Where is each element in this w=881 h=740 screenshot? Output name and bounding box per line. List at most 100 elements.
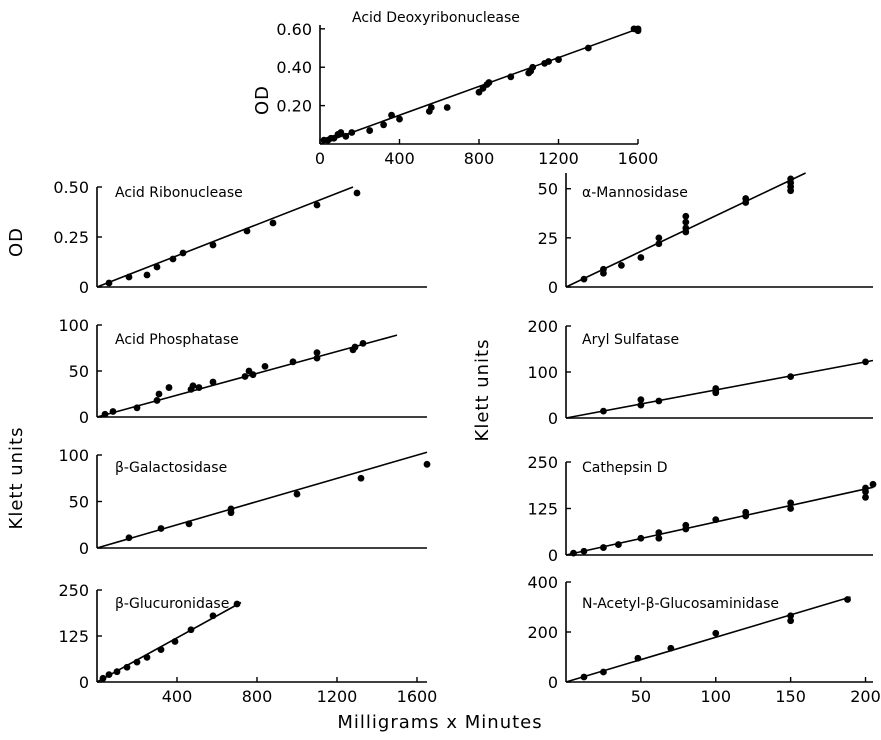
beta-galactosidase-y-tick-label: 100 bbox=[58, 446, 89, 465]
acid-deoxyribonuclease-data-point bbox=[485, 79, 493, 86]
beta-glucuronidase-x-tick-label: 800 bbox=[242, 687, 273, 706]
x-axis-label: Milligrams x Minutes bbox=[337, 712, 542, 733]
acid-phosphatase-y-tick-label: 0 bbox=[79, 408, 89, 427]
cathepsin-d-data-point bbox=[869, 480, 877, 488]
beta-glucuronidase-data-point bbox=[209, 612, 217, 620]
n-acetyl-beta-glucosaminidase-y-tick-label: 0 bbox=[548, 673, 558, 692]
acid-phosphatase-data-point bbox=[133, 404, 141, 412]
acid-phosphatase-data-point bbox=[313, 349, 321, 356]
acid-phosphatase-panel: 0 50 100 Acid Phosphatase bbox=[58, 316, 427, 427]
alpha-mannosidase-data-point bbox=[618, 261, 625, 269]
acid-phosphatase-data-point bbox=[241, 373, 249, 380]
acid-deoxyribonuclease-x-tick-label: 400 bbox=[384, 149, 415, 168]
acid-deoxyribonuclease-data-point bbox=[366, 127, 374, 134]
alpha-mannosidase-data-point bbox=[637, 254, 645, 261]
acid-phosphatase-y-tick-label: 50 bbox=[69, 362, 89, 381]
n-acetyl-beta-glucosaminidase-data-point bbox=[844, 596, 851, 603]
aryl-sulfatase-data-point bbox=[655, 397, 663, 405]
acid-phosphatase-data-point bbox=[153, 397, 161, 404]
cathepsin-d-data-point bbox=[787, 499, 795, 507]
beta-galactosidase-data-point bbox=[185, 520, 193, 528]
cathepsin-d-data-point bbox=[637, 534, 645, 542]
beta-glucuronidase-fit-line bbox=[96, 601, 242, 683]
od-axis-label-left: OD bbox=[6, 227, 27, 257]
acid-phosphatase-data-point bbox=[189, 382, 197, 390]
beta-glucuronidase-x-tick-label: 400 bbox=[162, 687, 193, 706]
alpha-mannosidase-y-tick-label: 0 bbox=[548, 278, 558, 297]
beta-galactosidase-fit-line bbox=[96, 451, 428, 549]
beta-glucuronidase-y-tick-label: 0 bbox=[79, 673, 89, 692]
cathepsin-d-data-point bbox=[682, 521, 690, 529]
beta-glucuronidase-data-point bbox=[187, 626, 195, 634]
alpha-mannosidase-data-point bbox=[655, 234, 663, 242]
n-acetyl-beta-glucosaminidase-y-tick-label: 400 bbox=[527, 573, 558, 592]
n-acetyl-beta-glucosaminidase-data-point bbox=[667, 644, 675, 652]
acid-deoxyribonuclease-data-point bbox=[529, 63, 537, 71]
aryl-sulfatase-y-tick-label: 100 bbox=[527, 363, 558, 382]
acid-phosphatase-title: Acid Phosphatase bbox=[115, 332, 239, 348]
acid-ribonuclease-data-point bbox=[169, 255, 177, 263]
acid-ribonuclease-title: Acid Ribonuclease bbox=[115, 185, 243, 201]
beta-glucuronidase-data-point bbox=[99, 674, 107, 682]
aryl-sulfatase-data-point bbox=[637, 396, 645, 403]
klett-axis-label-left: Klett units bbox=[6, 427, 27, 530]
n-acetyl-beta-glucosaminidase-data-point bbox=[634, 654, 642, 662]
acid-phosphatase-data-point bbox=[165, 384, 173, 391]
acid-ribonuclease-data-point bbox=[243, 227, 251, 235]
acid-deoxyribonuclease-x-tick-label: 1200 bbox=[538, 149, 579, 168]
acid-deoxyribonuclease-x-tick-label: 1600 bbox=[618, 149, 659, 168]
acid-deoxyribonuclease-x-tick-label: 800 bbox=[464, 149, 495, 168]
acid-ribonuclease-y-tick-label: 0.50 bbox=[53, 178, 89, 197]
acid-ribonuclease-data-point bbox=[353, 189, 361, 197]
n-acetyl-beta-glucosaminidase-x-tick-label: 200 bbox=[850, 687, 881, 706]
acid-deoxyribonuclease-data-point bbox=[507, 73, 515, 81]
cathepsin-d-data-point bbox=[615, 541, 622, 548]
n-acetyl-beta-glucosaminidase-data-point bbox=[580, 673, 588, 681]
acid-phosphatase-y-tick-label: 100 bbox=[58, 316, 89, 335]
n-acetyl-beta-glucosaminidase-data-point bbox=[712, 629, 720, 637]
beta-galactosidase-data-point bbox=[157, 525, 165, 532]
cathepsin-d-fit-line bbox=[565, 486, 874, 556]
aryl-sulfatase-y-tick-label: 200 bbox=[527, 317, 558, 336]
beta-glucuronidase-panel: 400 800 1200 1600 0 125 250 β-Glucuronidase bbox=[58, 581, 437, 706]
acid-ribonuclease-data-point bbox=[143, 271, 151, 279]
acid-phosphatase-data-point bbox=[101, 410, 109, 418]
aryl-sulfatase-data-point bbox=[712, 385, 720, 392]
n-acetyl-beta-glucosaminidase-title: N-Acetyl-β-Glucosaminidase bbox=[582, 596, 779, 612]
n-acetyl-beta-glucosaminidase-x-tick-label: 150 bbox=[775, 687, 806, 706]
aryl-sulfatase-data-point bbox=[862, 358, 869, 366]
beta-glucuronidase-data-point bbox=[113, 668, 121, 676]
acid-ribonuclease-y-tick-label: 0 bbox=[79, 278, 89, 297]
beta-galactosidase-data-point bbox=[357, 474, 365, 482]
alpha-mannosidase-data-point bbox=[682, 218, 690, 226]
n-acetyl-beta-glucosaminidase-data-point bbox=[787, 617, 795, 625]
beta-galactosidase-data-point bbox=[125, 534, 133, 542]
beta-glucuronidase-data-point bbox=[133, 658, 141, 666]
cathepsin-d-data-point bbox=[787, 505, 795, 512]
alpha-mannosidase-data-point bbox=[600, 265, 607, 273]
cathepsin-d-data-point bbox=[600, 544, 607, 551]
cathepsin-d-data-point bbox=[712, 516, 720, 524]
beta-glucuronidase-data-point bbox=[157, 646, 165, 654]
n-acetyl-beta-glucosaminidase-fit-line bbox=[565, 596, 851, 683]
beta-galactosidase-title: β-Galactosidase bbox=[115, 460, 227, 476]
acid-deoxyribonuclease-data-point bbox=[342, 132, 350, 140]
aryl-sulfatase-data-point bbox=[637, 401, 645, 409]
acid-ribonuclease-panel: 0 0.25 0.50 Acid Ribonuclease bbox=[53, 178, 427, 297]
acid-deoxyribonuclease-data-point bbox=[380, 121, 387, 129]
beta-galactosidase-data-point bbox=[227, 505, 235, 513]
acid-deoxyribonuclease-data-point bbox=[555, 56, 562, 63]
cathepsin-d-y-tick-label: 250 bbox=[527, 453, 558, 472]
acid-ribonuclease-data-point bbox=[209, 241, 217, 249]
beta-galactosidase-data-point bbox=[423, 460, 431, 468]
acid-ribonuclease-data-point bbox=[179, 249, 187, 257]
beta-galactosidase-y-tick-label: 50 bbox=[69, 493, 89, 512]
acid-ribonuclease-data-point bbox=[153, 263, 161, 271]
aryl-sulfatase-fit-line bbox=[565, 359, 874, 419]
cathepsin-d-y-tick-label: 125 bbox=[527, 500, 558, 519]
n-acetyl-beta-glucosaminidase-data-point bbox=[787, 612, 795, 620]
acid-phosphatase-data-point bbox=[209, 378, 217, 386]
acid-deoxyribonuclease-y-tick-label: 0.60 bbox=[276, 20, 312, 39]
